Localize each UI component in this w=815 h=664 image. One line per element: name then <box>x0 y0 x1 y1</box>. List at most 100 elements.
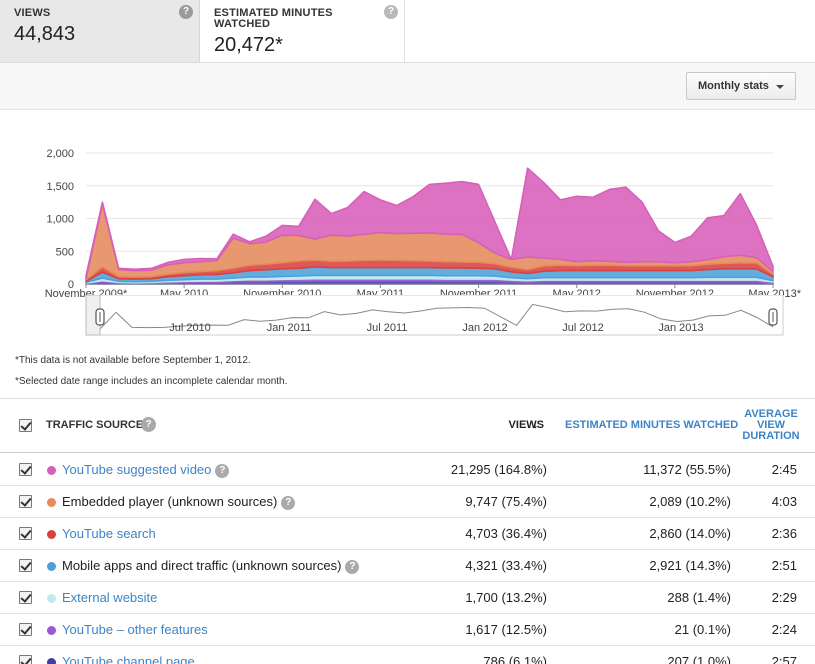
caret-down-icon <box>776 85 784 89</box>
traffic-source-label: YouTube – other features <box>62 622 208 637</box>
traffic-source-name: Mobile apps and direct traffic (unknown … <box>62 558 360 574</box>
minutes-label-line2: WATCHED <box>214 18 271 30</box>
duration-cell: 4:03 <box>771 494 797 509</box>
series-color-dot <box>47 562 56 571</box>
traffic-source-label: External website <box>62 590 158 605</box>
table-header: TRAFFIC SOURCE ? VIEWS ↓ ESTIMATED MINUT… <box>0 398 815 453</box>
navigator-frame <box>85 295 784 336</box>
views-cell: 786 (6.1%) <box>483 654 547 664</box>
traffic-source-label: YouTube search <box>62 526 156 541</box>
views-cell: 1,617 (12.5%) <box>465 622 547 637</box>
views-metric-card[interactable]: VIEWS 44,843 ? <box>0 0 200 62</box>
traffic-source-label: YouTube channel page <box>62 654 195 664</box>
minutes-cell: 207 (1.0%) <box>667 654 731 664</box>
chart-toolbar: Monthly stats <box>0 63 815 110</box>
navigator-label: Jul 2010 <box>169 322 211 334</box>
navigator-label: Jul 2012 <box>562 322 604 334</box>
table-row: YouTube search 4,703 (36.4%) 2,860 (14.0%)… <box>0 518 815 550</box>
series-color-dot <box>47 626 56 635</box>
footnote-incomplete-month: *Selected date range includes an incompl… <box>15 376 288 387</box>
sort-down-arrow-icon[interactable]: ↓ <box>532 416 539 431</box>
navigator-label: Jan 2013 <box>658 322 703 334</box>
minutes-cell: 288 (1.4%) <box>667 590 731 605</box>
metrics-bar: VIEWS 44,843 ? ESTIMATED MINUTES WATCHED… <box>0 0 815 63</box>
help-icon[interactable]: ? <box>141 417 156 432</box>
duration-cell: 2:36 <box>771 526 797 541</box>
duration-cell: 2:29 <box>771 590 797 605</box>
views-label: VIEWS <box>14 7 51 19</box>
traffic-source-label: Embedded player (unknown sources) <box>62 494 278 509</box>
help-icon[interactable]: ? <box>345 560 360 574</box>
row-checkbox[interactable] <box>19 495 32 508</box>
views-cell: 1,700 (13.2%) <box>465 590 547 605</box>
views-cell: 9,747 (75.4%) <box>465 494 547 509</box>
series-color-dot <box>47 498 56 507</box>
traffic-source-link[interactable]: YouTube suggested video? <box>62 462 230 478</box>
minutes-label-line1: ESTIMATED MINUTES <box>214 7 333 19</box>
row-checkbox[interactable] <box>19 463 32 476</box>
views-cell: 21,295 (164.8%) <box>450 462 547 477</box>
minutes-cell: 21 (0.1%) <box>674 622 731 637</box>
minutes-label: ESTIMATED MINUTES WATCHED <box>214 8 390 30</box>
traffic-source-link[interactable]: YouTube channel page <box>62 654 195 664</box>
duration-cell: 2:57 <box>771 654 797 664</box>
y-tick-label: 500 <box>56 246 74 258</box>
monthly-stats-dropdown[interactable]: Monthly stats <box>686 72 796 100</box>
select-all-checkbox[interactable] <box>19 419 32 432</box>
help-icon[interactable]: ? <box>179 5 193 19</box>
row-checkbox[interactable] <box>19 527 32 540</box>
navigator-label: Jan 2011 <box>267 322 311 334</box>
footnote-data-availability: *This data is not available before Septe… <box>15 355 251 366</box>
help-icon[interactable]: ? <box>384 5 398 19</box>
minutes-cell: 2,089 (10.2%) <box>649 494 731 509</box>
traffic-source-label: Mobile apps and direct traffic (unknown … <box>62 558 342 573</box>
traffic-source-link[interactable]: External website <box>62 590 157 605</box>
views-column-header[interactable]: VIEWS <box>508 419 544 431</box>
navigator-label: Jan 2012 <box>462 322 507 334</box>
minutes-metric-card[interactable]: ESTIMATED MINUTES WATCHED 20,472* ? <box>200 0 405 62</box>
duration-cell: 2:45 <box>771 462 797 477</box>
table-row: External website 1,700 (13.2%) 288 (1.4%) 2… <box>0 582 815 614</box>
series-color-dot <box>47 530 56 539</box>
minutes-cell: 2,921 (14.3%) <box>649 558 731 573</box>
table-row: Embedded player (unknown sources)? 9,747 … <box>0 486 815 518</box>
navigator-overview-line <box>99 303 774 330</box>
minutes-value: 20,472* <box>214 34 283 56</box>
table-row: YouTube – other features 1,617 (12.5%) 21 … <box>0 614 815 646</box>
row-checkbox[interactable] <box>19 591 32 604</box>
y-tick-label: 2,000 <box>46 148 74 160</box>
views-cell: 4,703 (36.4%) <box>465 526 547 541</box>
row-checkbox[interactable] <box>19 559 32 572</box>
y-tick-label: 1,500 <box>46 181 74 193</box>
minutes-cell: 2,860 (14.0%) <box>649 526 731 541</box>
minutes-column-header[interactable]: ESTIMATED MINUTES WATCHED <box>565 419 739 431</box>
avg-view-duration-header[interactable]: AVERAGE VIEW DURATION <box>742 409 800 442</box>
series-color-dot <box>47 466 56 475</box>
duration-cell: 2:51 <box>771 558 797 573</box>
navigator-label: Jul 2011 <box>367 322 408 334</box>
minutes-cell: 11,372 (55.5%) <box>643 462 731 477</box>
table-row: YouTube channel page 786 (6.1%) 207 (1.0%)… <box>0 646 815 664</box>
avd-line1: AVERAGE <box>744 408 798 420</box>
help-icon[interactable]: ? <box>215 464 230 478</box>
date-range-navigator[interactable]: Jul 2010 Jan 2011 Jul 2011 Jan 2012 Jul 2012… <box>0 295 815 337</box>
views-cell: 4,321 (33.4%) <box>465 558 547 573</box>
duration-cell: 2:24 <box>771 622 797 637</box>
table-row: Mobile apps and direct traffic (unknown … <box>0 550 815 582</box>
avd-line2: VIEW <box>756 419 786 431</box>
series-color-dot <box>47 658 56 664</box>
traffic-source-link[interactable]: YouTube search <box>62 526 156 541</box>
traffic-source-label: YouTube suggested video <box>62 462 212 477</box>
table-row: YouTube suggested video? 21,295 (164.8%) 1… <box>0 454 815 486</box>
traffic-source-name: Embedded player (unknown sources)? <box>62 494 296 510</box>
row-checkbox[interactable] <box>19 623 32 636</box>
y-tick-label: 1,000 <box>46 214 74 226</box>
avd-line3: DURATION <box>742 430 800 442</box>
monthly-stats-label: Monthly stats <box>698 80 769 92</box>
row-checkbox[interactable] <box>19 655 32 664</box>
traffic-source-link[interactable]: YouTube – other features <box>62 622 208 637</box>
series-area-youtube-suggested-video[interactable] <box>85 167 774 280</box>
series-color-dot <box>47 594 56 603</box>
help-icon[interactable]: ? <box>281 496 296 510</box>
